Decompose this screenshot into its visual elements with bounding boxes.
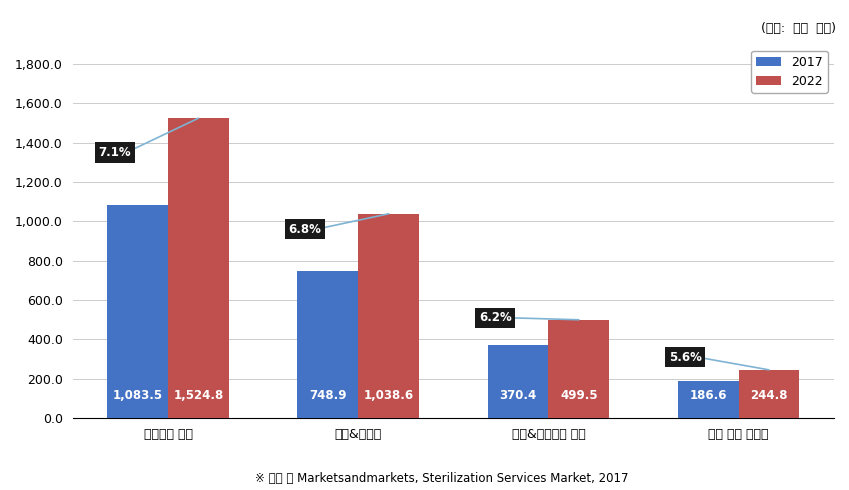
Text: 6.8%: 6.8% [289,223,322,236]
Bar [297,271,358,418]
Bar [358,214,419,418]
Legend: 2017, 2022: 2017, 2022 [751,50,828,93]
Bar [107,205,168,418]
Text: 499.5: 499.5 [560,389,598,402]
Bar [168,118,229,418]
Text: 748.9: 748.9 [309,389,346,402]
Text: 6.2%: 6.2% [479,311,511,324]
Text: 186.6: 186.6 [689,389,727,402]
Text: 244.8: 244.8 [751,389,788,402]
Text: 1,038.6: 1,038.6 [363,389,413,402]
Text: ※ 자료 ： Marketsandmarkets, Sterilization Services Market, 2017: ※ 자료 ： Marketsandmarkets, Sterilization … [255,472,628,485]
Bar [739,370,800,418]
Text: 7.1%: 7.1% [98,146,131,159]
Bar [487,345,548,418]
Bar [678,381,739,418]
Text: 5.6%: 5.6% [669,350,702,364]
Bar [548,320,610,418]
Text: (단위:  백만  달러): (단위: 백만 달러) [762,22,836,35]
Text: 370.4: 370.4 [499,389,537,402]
Text: 1,083.5: 1,083.5 [113,389,163,402]
Text: 1,524.8: 1,524.8 [173,389,223,402]
